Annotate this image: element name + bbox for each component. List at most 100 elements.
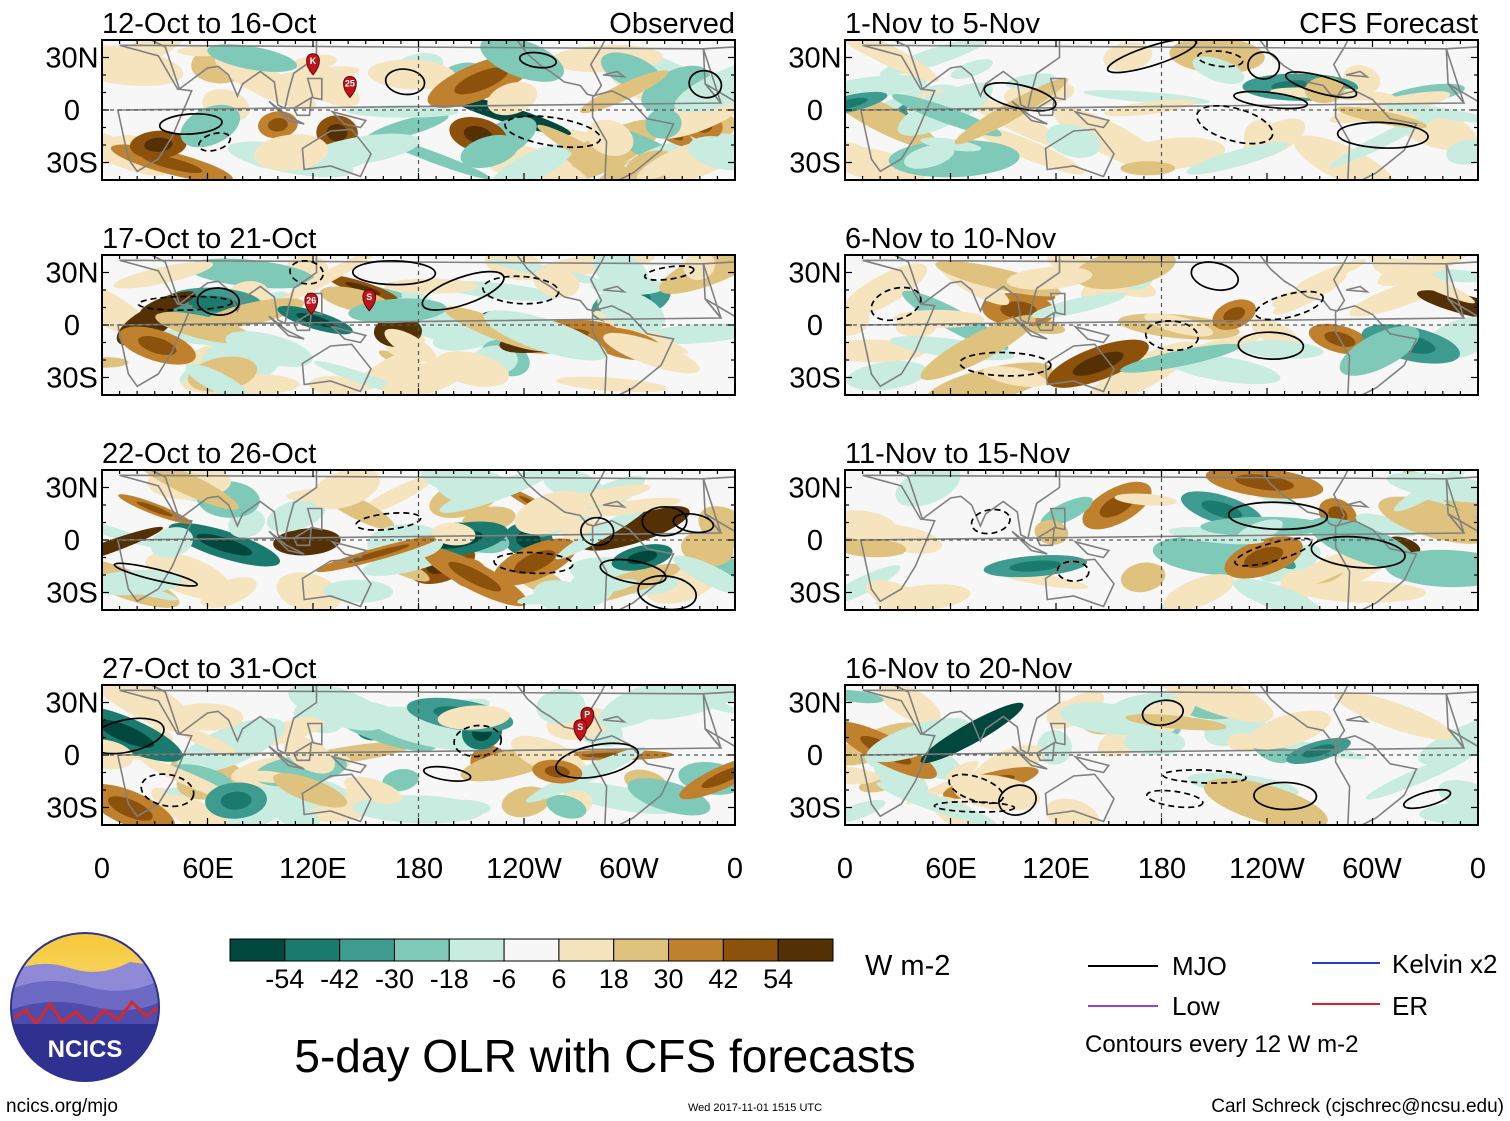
contour-dashed [1162, 769, 1247, 784]
coastline [702, 476, 735, 534]
coastline [306, 507, 323, 531]
y-tick-label: 30N [45, 43, 98, 75]
olr-anomaly-patch [1300, 581, 1427, 603]
contour-solid [555, 742, 640, 779]
olr-anomaly-core [701, 765, 735, 789]
olr-anomaly-patch [357, 476, 433, 516]
coastline [292, 741, 313, 762]
contour-solid [351, 259, 437, 286]
colorbar-swatch [668, 938, 724, 962]
olr-anomaly-patch [950, 59, 994, 79]
site-link[interactable]: ncics.org/mjo [6, 1096, 118, 1117]
olr-anomaly-core [845, 97, 868, 110]
site-link-text[interactable]: ncics.org/mjo [6, 1096, 118, 1117]
olr-anomaly-patch [1152, 685, 1274, 723]
colorbar-swatch [339, 938, 395, 962]
x-axis-left: 0 60E 120E 180 120W 60W 0 [94, 853, 743, 885]
x-axis-right: 0 60E 120E 180 120W 60W 0 [837, 853, 1486, 885]
coastline [1445, 476, 1478, 534]
coastline [893, 40, 1061, 110]
olr-anomaly-core [136, 501, 173, 517]
figure-title: 5-day OLR with CFS forecasts [294, 1030, 915, 1082]
coastline [591, 734, 675, 825]
olr-anomaly-patch [845, 565, 901, 605]
olr-anomaly-core [267, 118, 288, 132]
olr-anomaly-field [845, 40, 1478, 180]
contour-solid [580, 516, 615, 547]
olr-anomaly-patch [1385, 549, 1478, 588]
storm-label: 26 [306, 295, 316, 305]
coastline [1345, 285, 1370, 293]
contour-dashed [198, 132, 232, 152]
coastline [301, 343, 372, 393]
contour-dashed [1144, 320, 1199, 352]
olr-anomaly-patch [382, 768, 419, 792]
continent-outlines [859, 685, 1478, 825]
olr-anomaly-patch [659, 255, 735, 294]
y-tick-label: 30S [789, 363, 841, 395]
contour-solid [158, 112, 223, 136]
colorbar-tick-label: 30 [654, 964, 684, 994]
y-tick-label: 0 [807, 740, 823, 772]
coastline [292, 96, 313, 117]
legend-label-low: Low [1172, 991, 1220, 1021]
mjo-contours [158, 51, 723, 152]
coastline [516, 685, 606, 742]
olr-anomaly-patch [170, 703, 244, 731]
contour-dashed [140, 773, 195, 808]
contour-dashed [137, 295, 233, 312]
olr-anomaly-core [448, 561, 502, 592]
coastline [1011, 315, 1048, 340]
y-tick-label: 0 [64, 95, 80, 127]
legend-note: Contours every 12 W m-2 [1085, 1031, 1358, 1058]
storm-marker: 26 [304, 292, 319, 315]
olr-anomaly-patch [1059, 702, 1157, 735]
contour-solid [384, 68, 426, 96]
axis-ticks [101, 684, 736, 826]
olr-anomaly-patch [845, 141, 878, 173]
olr-anomaly-patch [533, 266, 580, 298]
y-tick-label: 0 [807, 95, 823, 127]
coastline [150, 470, 318, 540]
olr-anomaly-core [454, 67, 509, 95]
olr-anomaly-patch [846, 361, 928, 391]
contour-dashed [289, 259, 324, 285]
olr-anomaly-patch [323, 579, 394, 603]
contour-solid [1233, 90, 1309, 110]
y-tick-label: 30S [789, 148, 841, 180]
colorbar-tick-label: -18 [430, 964, 469, 994]
contour-solid [102, 717, 165, 755]
contour-dashed [1196, 50, 1244, 68]
coastline [1345, 70, 1370, 78]
x-tick-label: 60E [925, 853, 977, 885]
panel-period-label: 11-Nov to 15-Nov [845, 438, 1071, 470]
olr-anomaly-core [347, 544, 410, 563]
axis-ticks [844, 469, 1479, 611]
coastline [1044, 128, 1115, 178]
contour-dashed [355, 512, 422, 531]
coastline [301, 558, 372, 608]
olr-anomaly-patch [866, 717, 970, 763]
y-tick-label: 30N [788, 43, 841, 75]
colorbar-swatch [777, 938, 834, 962]
legend-label-mjo: MJO [1172, 951, 1227, 981]
contour-solid [599, 558, 667, 585]
coastline [1011, 100, 1048, 125]
olr-anomaly-patch [698, 506, 735, 549]
colorbar-swatch [284, 938, 341, 962]
coastline [1044, 558, 1115, 608]
olr-anomaly-patch [845, 40, 939, 82]
legend-label-er: ER [1392, 991, 1428, 1021]
contour-solid [196, 287, 241, 316]
olr-anomaly-patch [1104, 99, 1197, 117]
olr-anomaly-core [326, 124, 348, 142]
coastline [591, 304, 675, 395]
olr-anomaly-patch [537, 124, 646, 180]
continent-outlines [116, 470, 735, 610]
olr-anomaly-patch [1074, 255, 1176, 290]
map-panel-fc-1: 30N 0 30S 1-Nov to 5-Nov CFS Forecast [788, 8, 1479, 181]
mjo-contours [870, 261, 1324, 377]
axis-ticks [844, 254, 1479, 396]
contour-solid [1247, 51, 1281, 80]
olr-anomaly-patch [185, 364, 250, 395]
